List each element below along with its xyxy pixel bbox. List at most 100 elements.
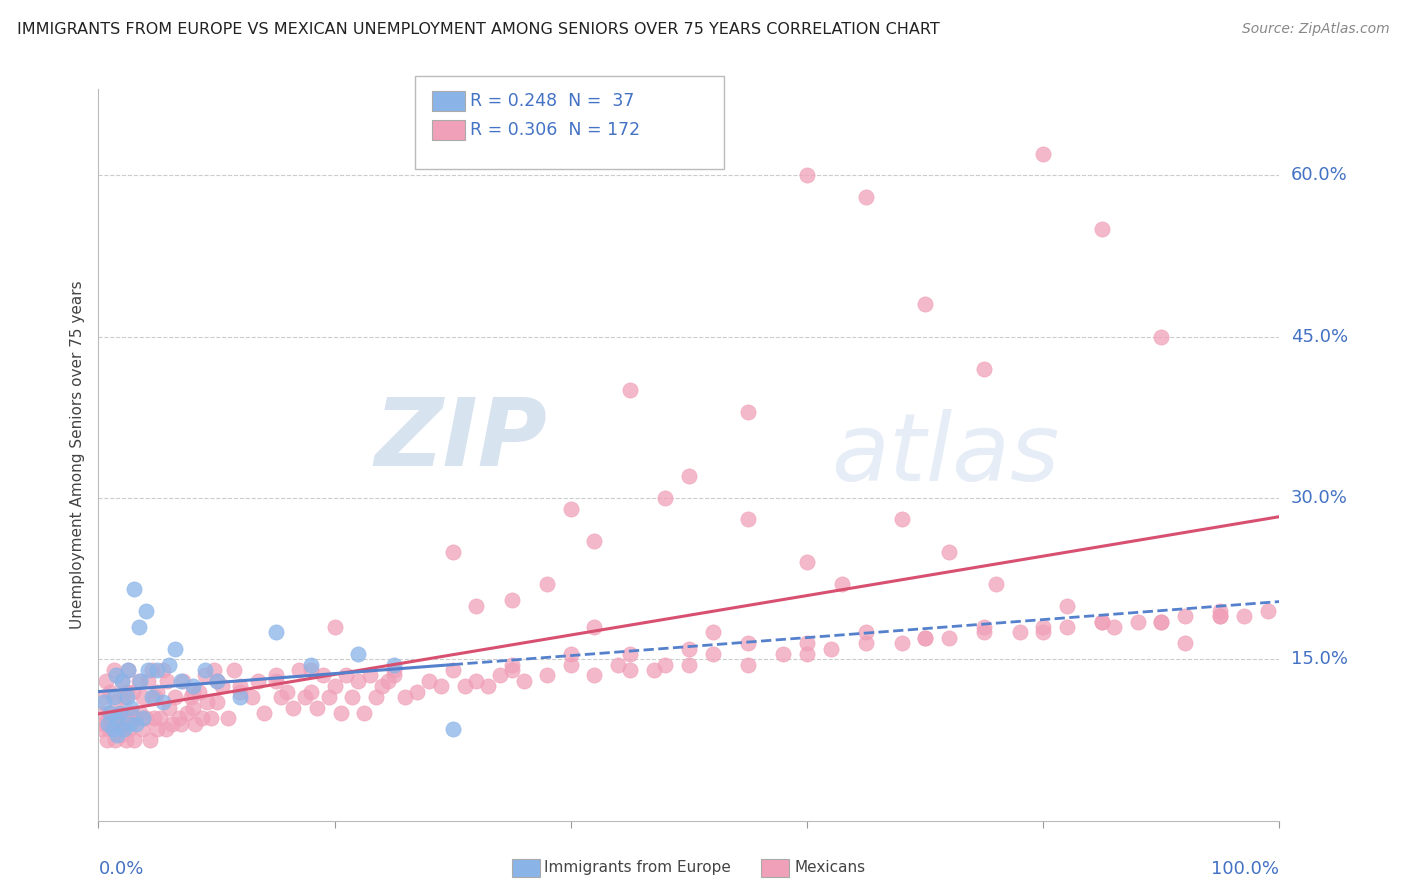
Point <box>217 711 239 725</box>
Point <box>132 690 155 704</box>
Point <box>737 512 759 526</box>
Point <box>105 695 128 709</box>
Point <box>111 673 134 688</box>
Point <box>156 673 179 688</box>
Point <box>1032 620 1054 634</box>
Point <box>229 684 252 698</box>
Point <box>465 673 488 688</box>
Point <box>973 362 995 376</box>
Point <box>536 668 558 682</box>
Text: Mexicans: Mexicans <box>794 861 866 875</box>
Point <box>93 695 115 709</box>
Point <box>155 723 177 737</box>
Point <box>101 723 124 737</box>
Point <box>702 625 724 640</box>
Point <box>136 673 159 688</box>
Point <box>406 684 429 698</box>
Text: Immigrants from Europe: Immigrants from Europe <box>544 861 731 875</box>
Point <box>938 631 960 645</box>
Point <box>796 636 818 650</box>
Point <box>191 711 214 725</box>
Point <box>441 545 464 559</box>
Text: IMMIGRANTS FROM EUROPE VS MEXICAN UNEMPLOYMENT AMONG SENIORS OVER 75 YEARS CORRE: IMMIGRANTS FROM EUROPE VS MEXICAN UNEMPL… <box>17 22 939 37</box>
Point <box>170 716 193 731</box>
Point <box>820 641 842 656</box>
Point <box>224 663 246 677</box>
Point <box>831 577 853 591</box>
Point <box>560 501 582 516</box>
Point <box>914 631 936 645</box>
Point <box>108 706 131 720</box>
Point <box>796 556 818 570</box>
Point <box>1233 609 1256 624</box>
Point <box>202 663 225 677</box>
Point <box>91 690 114 704</box>
Point <box>96 733 118 747</box>
Point <box>121 700 143 714</box>
Point <box>1056 620 1078 634</box>
Point <box>394 690 416 704</box>
Point <box>1091 222 1114 236</box>
Point <box>118 716 141 731</box>
Point <box>583 668 606 682</box>
Point <box>501 663 523 677</box>
Point <box>157 700 180 714</box>
Point <box>1209 609 1232 624</box>
Point <box>98 723 121 737</box>
Point <box>619 663 641 677</box>
Point <box>105 668 128 682</box>
Point <box>276 684 298 698</box>
Point <box>229 690 252 704</box>
Point <box>128 706 150 720</box>
Point <box>377 673 399 688</box>
Point <box>184 716 207 731</box>
Text: ZIP: ZIP <box>374 394 547 486</box>
Point <box>93 716 115 731</box>
Point <box>122 733 145 747</box>
Point <box>90 706 112 720</box>
Point <box>1126 615 1149 629</box>
Point <box>205 673 228 688</box>
Text: R = 0.306  N = 172: R = 0.306 N = 172 <box>470 121 640 139</box>
Point <box>796 647 818 661</box>
Point <box>914 297 936 311</box>
Point <box>973 625 995 640</box>
Point <box>101 723 124 737</box>
Point <box>100 711 122 725</box>
Point <box>160 716 183 731</box>
Point <box>342 690 364 704</box>
Point <box>112 723 135 737</box>
Point <box>1209 609 1232 624</box>
Point <box>353 706 375 720</box>
Point <box>1150 615 1173 629</box>
Y-axis label: Unemployment Among Seniors over 75 years: Unemployment Among Seniors over 75 years <box>70 281 86 629</box>
Point <box>678 641 700 656</box>
Point <box>359 668 381 682</box>
Point <box>103 690 125 704</box>
Point <box>110 728 132 742</box>
Point <box>91 723 114 737</box>
Point <box>167 711 190 725</box>
Point <box>98 706 121 720</box>
Point <box>146 663 169 677</box>
Point <box>229 679 252 693</box>
Point <box>1174 636 1197 650</box>
Text: 30.0%: 30.0% <box>1291 489 1347 507</box>
Point <box>299 684 322 698</box>
Point <box>105 723 128 737</box>
Point <box>131 723 153 737</box>
Point <box>94 673 117 688</box>
Point <box>477 679 499 693</box>
Point <box>143 690 166 704</box>
Point <box>104 733 127 747</box>
Point <box>98 684 121 698</box>
Point <box>121 711 143 725</box>
Point <box>117 663 139 677</box>
Point <box>430 679 453 693</box>
Point <box>128 673 150 688</box>
Point <box>1150 329 1173 343</box>
Point <box>1032 625 1054 640</box>
Point <box>152 663 174 677</box>
Point <box>382 657 405 672</box>
Point <box>97 716 120 731</box>
